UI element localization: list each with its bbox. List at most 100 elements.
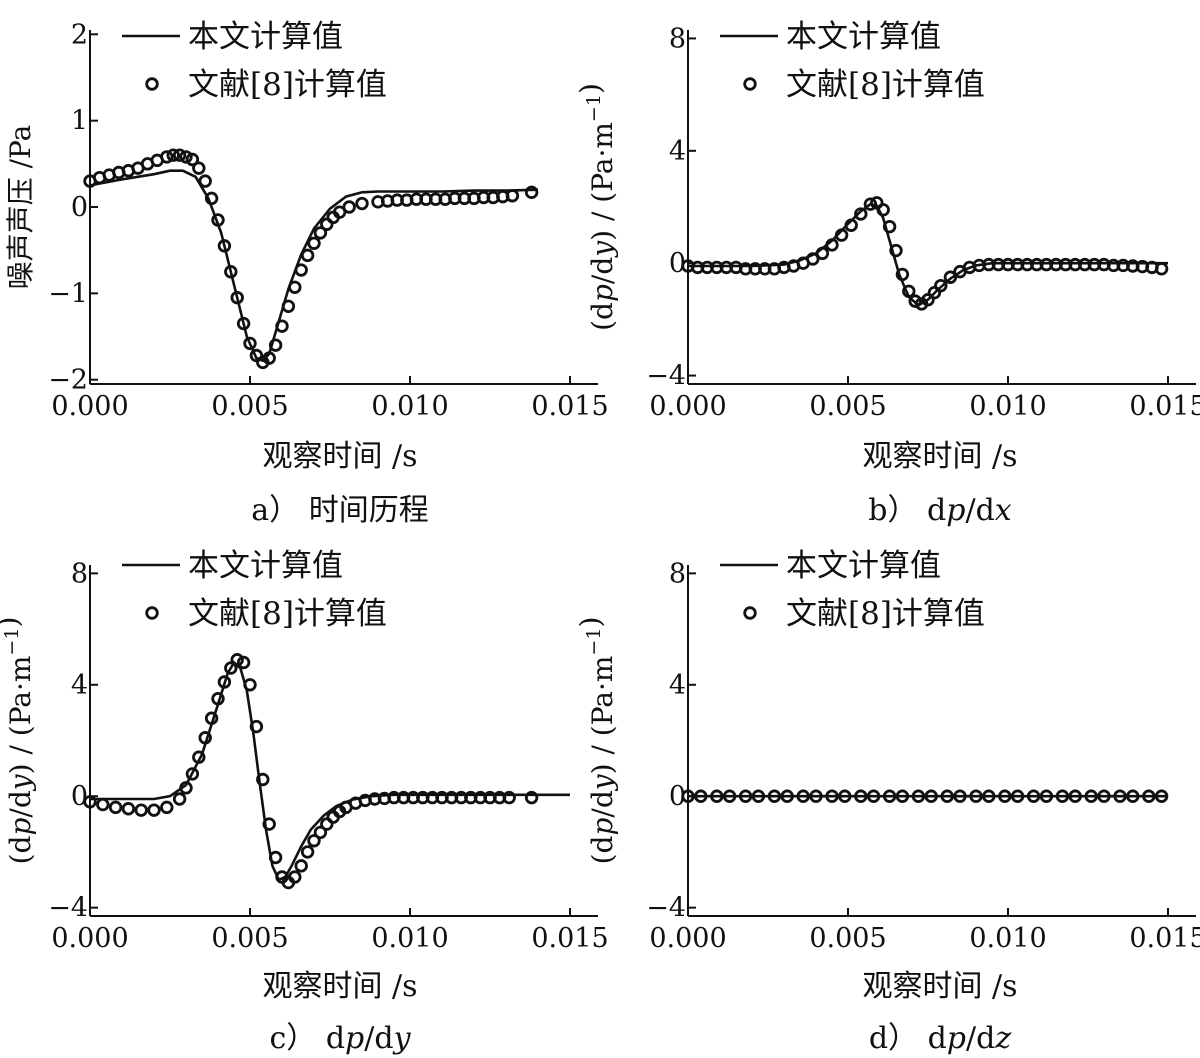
data-point [1126,789,1140,803]
legend-label: 文献[8]计算值 [188,596,387,632]
y-axis-label: (dp/dy) / (Pa·m−1) [0,617,37,865]
data-point [294,263,308,277]
data-point [902,284,916,298]
data-point [224,265,238,279]
data-point [889,243,903,258]
y-tick-label: 4 [669,136,686,167]
data-point [908,294,922,308]
panel-caption: a） 时间历程 [251,493,428,528]
data-point [998,789,1012,803]
legend-marker-swatch [743,77,757,91]
data-point [934,278,948,293]
data-point [147,803,161,817]
data-point [911,789,926,803]
data-point [806,252,820,266]
panel-caption: d） dp/dz [869,1021,1012,1056]
data-point [192,750,206,764]
y-tick-label: 0 [669,248,686,279]
data-point [256,772,270,787]
legend-label: 本文计算值 [786,548,941,584]
y-tick-label: 4 [71,670,88,701]
data-point [217,239,232,253]
data-point [300,248,315,263]
legend-label: 文献[8]计算值 [786,596,985,632]
data-point [876,203,890,217]
data-point [179,150,193,164]
data-point [524,185,539,200]
x-tick-label: 0.010 [969,923,1046,954]
y-tick-label: 8 [669,558,686,589]
data-point [236,655,251,670]
data-point [172,148,187,162]
data-point [185,767,200,781]
data-point [243,336,257,351]
data-point [681,789,695,803]
legend-label: 本文计算值 [786,19,941,55]
data-point [825,789,839,803]
x-axis-label: 观察时间 /s [862,969,1017,1004]
data-point [844,218,858,232]
legend-label: 文献[8]计算值 [188,67,387,103]
x-axis-label: 观察时间 /s [862,439,1017,474]
data-point [288,280,302,294]
data-point [342,200,356,214]
data-point [710,789,724,803]
y-tick-label: 0 [71,781,88,812]
data-point [940,789,954,803]
data-point [780,789,794,803]
data-point [211,692,225,706]
data-point [160,800,174,815]
data-point [1097,789,1111,803]
data-point [505,189,520,203]
data-point [1039,789,1054,803]
legend-label: 本文计算值 [188,548,343,584]
data-point [1055,789,1070,803]
data-point [866,789,881,803]
y-tick-label: −4 [48,893,88,924]
data-point [815,246,830,261]
data-point [895,267,910,282]
legend-marker-swatch [145,77,159,91]
data-point [172,792,187,806]
data-point [982,789,996,803]
data-point [268,338,283,352]
x-tick-label: 0.005 [809,391,886,422]
data-point [332,205,347,219]
legend-marker-swatch [743,606,757,620]
data-point [83,795,97,809]
data-point [953,789,967,803]
data-point [854,789,868,803]
data-point [825,238,839,252]
data-point [1154,789,1169,803]
data-point [211,213,225,227]
data-point [198,174,212,188]
data-point [230,290,244,305]
panel-caption: c） dp/dy [269,1021,411,1056]
data-point [262,817,276,831]
data-point [796,789,810,803]
data-point [185,152,200,167]
x-tick-label: 0.005 [211,923,288,954]
x-tick-label: 0.000 [649,391,726,422]
data-point [943,270,958,284]
y-axis-label: 噪声声压 /Pa [4,125,37,290]
y-axis-label: (dp/dy) / (Pa·m−1) [574,83,619,331]
data-point [863,197,878,211]
legend-label: 文献[8]计算值 [786,67,985,103]
x-tick-label: 0.000 [51,923,128,954]
data-point [355,196,369,211]
data-point [854,207,868,221]
data-point [249,719,264,734]
y-tick-label: 2 [71,19,88,50]
data-point [895,789,910,803]
data-point [275,319,289,333]
y-tick-label: 4 [669,670,686,701]
data-point [502,790,516,805]
data-point [924,789,938,803]
data-point [307,236,321,250]
x-tick-label: 0.010 [969,391,1046,422]
y-tick-label: 1 [71,106,88,137]
data-point [230,653,244,667]
